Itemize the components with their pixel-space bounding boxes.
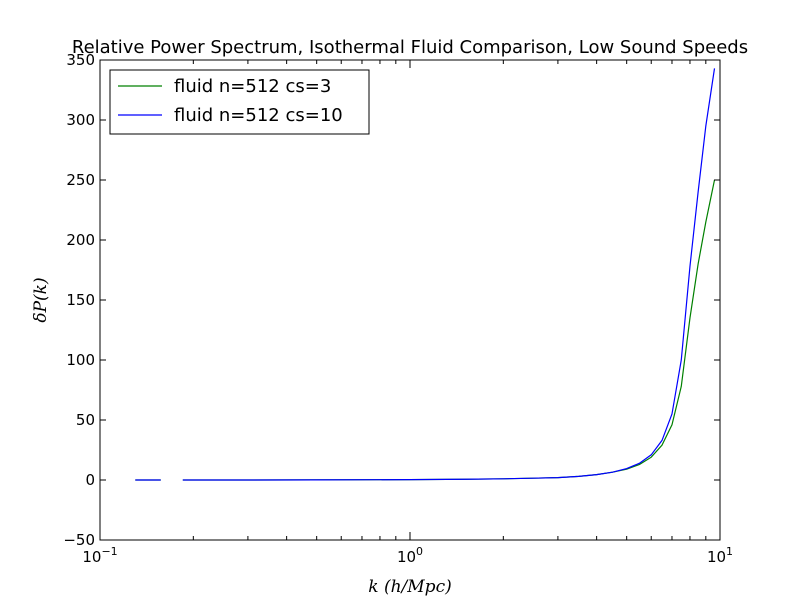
legend-label-series-1: fluid n=512 cs=3: [174, 76, 331, 97]
series-2-line-segment-2: [182, 68, 716, 481]
series-1-line-segment-2: [182, 179, 716, 481]
y-tick-label: −50: [63, 531, 95, 549]
legend-box: [109, 69, 370, 135]
y-tick-label: 100: [66, 351, 95, 369]
x-tick-label: 101: [707, 545, 733, 566]
y-tick-label: 350: [66, 51, 95, 69]
y-tick-label: 250: [66, 171, 95, 189]
legend-label-series-2: fluid n=512 cs=10: [174, 105, 343, 126]
y-axis-label: δP(k): [31, 277, 51, 322]
y-tick-label: 150: [66, 291, 95, 309]
series-layer: [135, 68, 716, 481]
ticks-layer: −50 0 50 100 150 200 250 300 350 10−1 100 101: [63, 51, 733, 566]
y-tick-label: 300: [66, 111, 95, 129]
chart-title: Relative Power Spectrum, Isothermal Flui…: [72, 37, 748, 58]
y-tick-label: 0: [85, 471, 95, 489]
y-tick-label: 200: [66, 231, 95, 249]
x-tick-label: 10−1: [82, 545, 117, 566]
legend: fluid n=512 cs=3 fluid n=512 cs=10: [109, 69, 370, 135]
x-axis-label: k (h/Mpc): [368, 577, 451, 597]
y-tick-label: 50: [76, 411, 95, 429]
x-tick-label: 100: [397, 545, 423, 566]
